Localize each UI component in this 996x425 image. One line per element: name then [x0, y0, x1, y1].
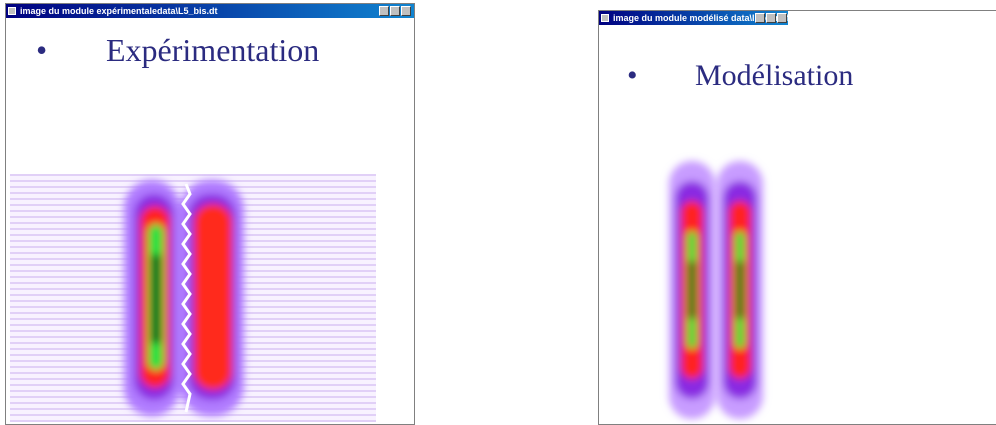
- window-experimental[interactable]: image du module expérimentaledata\L5_bis…: [5, 3, 415, 425]
- model-image: [659, 151, 789, 425]
- bullet: •: [627, 59, 638, 93]
- heading: Modélisation: [695, 59, 853, 93]
- window-title: image du module expérimentaledata\L5_bis…: [20, 6, 218, 16]
- window-buttons[interactable]: [379, 6, 411, 16]
- screen: {"windows": [ {"title": "image du module…: [0, 0, 996, 425]
- window-buttons[interactable]: [755, 13, 787, 23]
- bullet: •: [36, 32, 47, 69]
- heading: Expérimentation: [106, 32, 319, 69]
- title-bar: image du module expérimentaledata\L5_bis…: [6, 4, 414, 18]
- window-model[interactable]: image du module modélisé data\lp1csn_fis…: [598, 10, 996, 425]
- experimental-image: [10, 174, 376, 422]
